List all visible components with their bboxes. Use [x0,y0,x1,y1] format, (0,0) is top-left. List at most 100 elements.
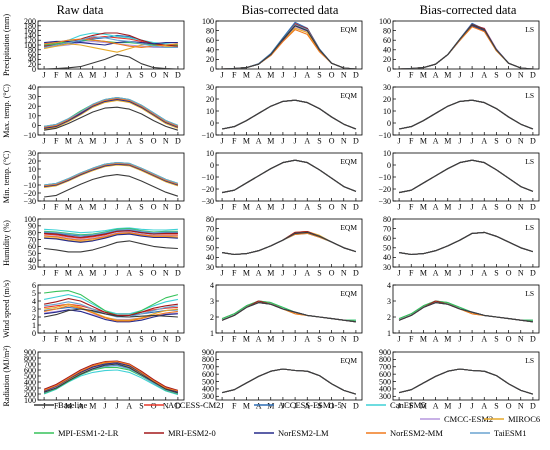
y-tick-label: 10 [206,107,214,116]
y-tick-label: 500 [202,377,214,386]
y-tick-label: 70 [383,224,391,233]
y-tick-label: 700 [202,363,214,372]
x-tick-label: O [506,402,512,411]
x-tick-label: S [317,269,321,278]
series-line-noresm2-lm [44,233,178,243]
series-line-noresm2-lm [398,159,534,194]
y-tick-label: 20 [206,95,214,104]
series-line-mpi-esm1-2-lr [398,368,534,395]
series-line-mri-esm2-0 [398,368,534,395]
x-tick-label: F [232,402,237,411]
series-line-canesm5 [221,368,357,395]
y-tick-label: 20 [206,55,214,64]
x-tick-label: D [530,402,536,411]
series-line-access-esm1-5 [221,99,357,130]
method-badge: EQM [340,356,357,365]
series-line-taiesm1 [44,97,179,127]
x-tick-label: S [317,335,321,344]
y-tick-label: 300 [379,392,391,401]
legend-label: CanESM5 [390,400,425,410]
series-line-access-esm1-5 [44,229,178,237]
x-tick-label: N [163,71,169,80]
x-tick-label: N [163,402,169,411]
x-tick-label: A [433,137,439,146]
y-tick-label: 900 [379,348,391,357]
y-tick-label: 20 [28,102,36,111]
column-title-2: Bias-corrected data [242,3,339,17]
series-line-baseline [222,25,356,69]
x-tick-label: F [232,203,237,212]
x-tick-label: M [267,203,274,212]
x-tick-label: N [341,402,347,411]
x-tick-label: J [43,269,46,278]
x-tick-label: M [444,71,451,80]
series-line-noresm2-lm [44,309,178,323]
series-line-access-esm1-5 [398,368,534,395]
x-tick-label: A [481,269,487,278]
series-line-baseline [44,106,179,131]
y-tick-label: 0 [387,119,391,128]
column-title-3: Bias-corrected data [420,3,517,17]
legend-label: ACCESS-ESM1-5 [278,400,342,410]
y-tick-label: 50 [28,249,36,258]
method-badge: LS [525,91,534,100]
y-tick-label: 400 [202,385,214,394]
y-tick-label: 40 [206,46,214,55]
y-tick-label: 0 [32,329,36,338]
y-tick-label: 10 [383,107,391,116]
x-tick-label: N [518,137,524,146]
x-tick-label: O [151,269,157,278]
x-tick-label: M [243,203,250,212]
y-tick-label: 30 [383,83,391,92]
series-group [221,300,356,323]
plot-frame [37,86,185,136]
x-tick-label: D [353,71,359,80]
y-tick-label: 40 [383,46,391,55]
series-line-mri-esm2-0 [43,298,178,316]
x-tick-label: S [494,269,498,278]
x-tick-label: D [353,203,359,212]
y-tick-label: 200 [24,17,36,26]
series-line-miroc6 [398,368,534,395]
x-tick-label: J [471,335,474,344]
series-line-access-cm2 [221,368,357,395]
x-tick-label: A [433,402,439,411]
x-tick-label: M [444,137,451,146]
method-badge: LS [525,157,534,166]
x-tick-label: M [267,269,274,278]
method-badge: LS [525,25,534,34]
x-tick-label: J [116,335,119,344]
x-tick-label: M [89,269,96,278]
x-tick-label: J [398,137,401,146]
x-tick-label: O [329,335,335,344]
column-titles: Raw data Bias-corrected data Bias-correcte… [57,3,517,17]
series-line-miroc6 [44,99,179,130]
x-tick-label: D [530,335,536,344]
plot-frame [215,20,363,70]
x-tick-label: S [139,335,143,344]
x-tick-label: A [126,402,132,411]
y-tick-label: 0 [387,161,391,170]
x-tick-label: J [398,269,401,278]
y-tick-label: −10 [378,131,391,140]
series-line-access-esm1-5 [398,159,534,194]
x-tick-label: M [444,269,451,278]
x-tick-label: A [256,71,262,80]
x-tick-label: A [304,137,310,146]
series-line-miroc6 [221,99,357,130]
series-line-miroc6 [222,27,356,69]
series-line-cmcc-esm2 [221,99,357,130]
x-tick-label: J [458,137,461,146]
x-tick-label: J [294,402,297,411]
series-line-taiesm1 [398,99,534,130]
x-tick-label: M [420,402,427,411]
x-tick-label: S [317,402,321,411]
x-tick-label: F [232,137,237,146]
series-line-noresm2-mm [44,232,178,241]
y-tick-label: 600 [202,370,214,379]
